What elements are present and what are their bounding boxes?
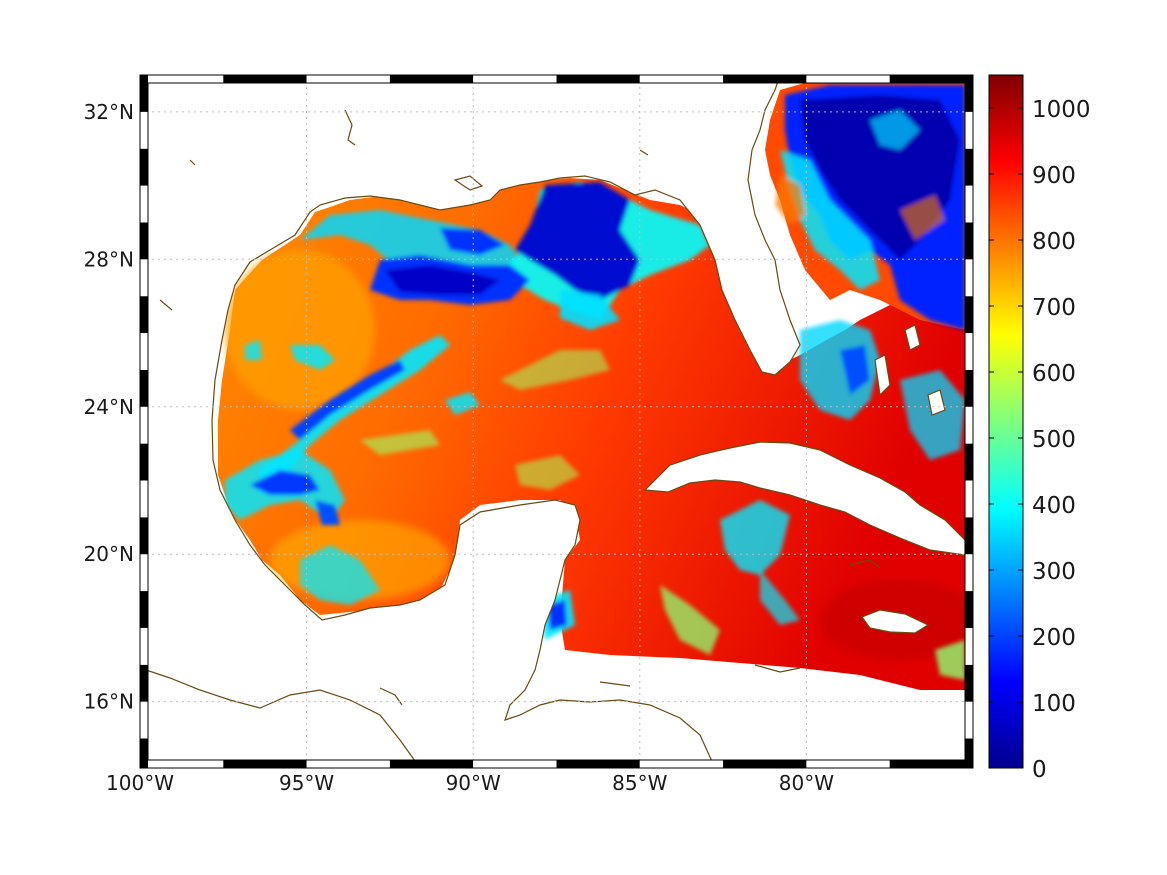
coastline-details: [140, 109, 881, 768]
frame-segment: [140, 369, 148, 407]
colorbar-tick-label: 900: [1032, 163, 1076, 189]
colorbar-gradient: [988, 74, 1024, 769]
frame-segment: [140, 591, 148, 628]
frame-segment: [140, 480, 148, 518]
land-mask: [140, 75, 966, 768]
colorbar-tick-label: 1000: [1032, 97, 1091, 123]
frame-segment: [223, 75, 307, 83]
lon-tick-label: 90°W: [446, 771, 501, 795]
lon-tick-label: 100°W: [106, 771, 174, 795]
lat-tick-label: 24°N: [84, 395, 134, 419]
frame-segment: [140, 222, 148, 260]
frame-segment: [889, 75, 973, 83]
frame-segment: [965, 664, 973, 702]
frame-segment: [140, 664, 148, 702]
lat-tick-label: 20°N: [84, 542, 134, 566]
colorbar-tick-label: 500: [1032, 427, 1076, 453]
frame-segment: [140, 554, 148, 592]
lon-tick-label: 80°W: [779, 771, 834, 795]
frame-segment: [965, 111, 973, 149]
frame-segment: [723, 75, 807, 83]
frame-segment: [965, 738, 973, 768]
frame-segment: [140, 259, 148, 297]
frame-segment: [306, 75, 390, 83]
frame-segment: [965, 148, 973, 186]
frame-segment: [556, 75, 640, 83]
frame-segment: [140, 75, 148, 112]
frame-segment: [965, 591, 973, 628]
colorbar-tick-label: 200: [1032, 625, 1076, 651]
bahamas-island: [904, 324, 921, 351]
frame-segment: [965, 185, 973, 223]
frame-segment: [140, 701, 148, 739]
colorbar-tick-label: 400: [1032, 493, 1076, 519]
colorbar-tick-label: 0: [1032, 757, 1047, 783]
frame-segment: [140, 517, 148, 555]
frame-segment: [223, 760, 307, 768]
lon-tick-label: 85°W: [612, 771, 667, 795]
frame-segment: [965, 627, 973, 665]
lat-tick-label: 16°N: [84, 690, 134, 714]
latitude-axis: 16°N 20°N 24°N 28°N 32°N: [84, 100, 134, 714]
frame-segment: [965, 333, 973, 370]
frame-segment: [140, 443, 148, 481]
bahamas-island: [874, 354, 891, 397]
frame-segment: [965, 480, 973, 518]
colorbar-tick-label: 700: [1032, 295, 1076, 321]
bahamas-island: [927, 389, 946, 416]
frame-segment: [965, 406, 973, 444]
colorbar-tick-label: 800: [1032, 229, 1076, 255]
frame-segment: [965, 296, 973, 334]
north-america-landmass: [140, 75, 801, 768]
frame-segment: [723, 760, 807, 768]
frame-segment: [140, 760, 224, 768]
frame-segment: [140, 627, 148, 665]
frame-segment: [140, 738, 148, 768]
frame-segment: [140, 333, 148, 370]
frame-segment: [473, 75, 557, 83]
frame-segment: [965, 222, 973, 260]
longitude-axis: 100°W 95°W 90°W 85°W 80°W: [106, 771, 834, 795]
frame-segment: [389, 760, 474, 768]
frame-segment: [140, 148, 148, 186]
frame-segment: [889, 760, 973, 768]
frame-segment: [806, 760, 890, 768]
colorbar-tick-label: 300: [1032, 559, 1076, 585]
frame-segment: [389, 75, 474, 83]
map-grid: [140, 75, 973, 768]
frame-segment: [556, 760, 640, 768]
frame-segment: [639, 760, 724, 768]
frame-segment: [140, 185, 148, 223]
ocean-data-field: [218, 80, 973, 690]
frame-segment: [965, 443, 973, 481]
map-frame: [139, 74, 974, 769]
frame-segment: [639, 75, 724, 83]
jamaica-island: [861, 609, 930, 634]
frame-segment: [140, 111, 148, 149]
frame-segment: [965, 554, 973, 592]
frame-segment: [140, 406, 148, 444]
frame-segment: [965, 517, 973, 555]
frame-segment: [965, 259, 973, 297]
colorbar-tick-label: 600: [1032, 361, 1076, 387]
colorbar: 0 100 200 300 400 500 600 700 800 900 1000: [988, 74, 1091, 783]
frame-segment: [965, 75, 973, 112]
frame-segment: [140, 296, 148, 334]
frame-segment: [140, 75, 224, 83]
lat-tick-label: 32°N: [84, 100, 134, 124]
lon-tick-label: 95°W: [279, 771, 334, 795]
frame-segment: [965, 369, 973, 407]
frame-segment: [473, 760, 557, 768]
frame-segment: [965, 701, 973, 739]
colorbar-tick-label: 100: [1032, 691, 1076, 717]
lat-tick-label: 28°N: [84, 247, 134, 271]
frame-segment: [306, 760, 390, 768]
frame-segment: [806, 75, 890, 83]
